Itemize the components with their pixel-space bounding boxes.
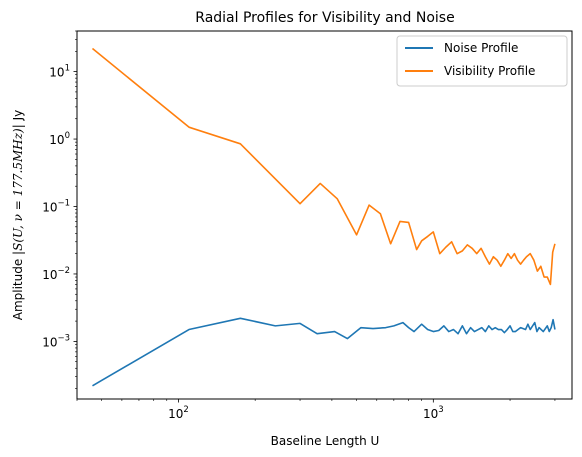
y-axis-label-prefix: Amplitude |: [11, 251, 25, 320]
legend-label-visibility: Visibility Profile: [444, 64, 535, 78]
y-axis-label-math: S(U, ν = 177.5MHz): [11, 128, 25, 251]
legend-label-noise: Noise Profile: [444, 41, 518, 55]
legend: Noise Profile Visibility Profile: [397, 36, 567, 86]
y-axis-label-suffix: | Jy: [11, 110, 25, 129]
x-axis-label: Baseline Length U: [271, 434, 380, 448]
y-axis-label: Amplitude |S(U, ν = 177.5MHz)| Jy: [11, 110, 25, 321]
chart-title: Radial Profiles for Visibility and Noise: [195, 10, 454, 26]
